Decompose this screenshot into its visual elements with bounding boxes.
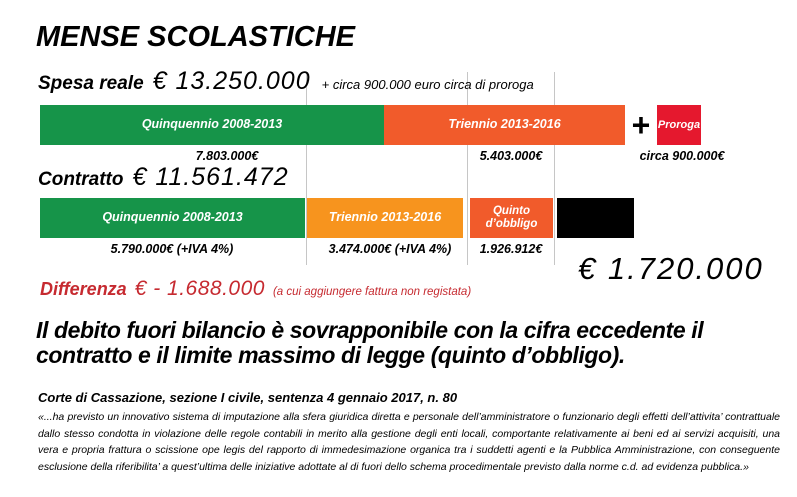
bar2-segment-triennio-label: Triennio 2013-2016 bbox=[328, 210, 442, 225]
spesa-reale-note: + circa 900.000 euro circa di proroga bbox=[321, 77, 534, 92]
differenza-label: Differenza bbox=[40, 279, 127, 299]
redacted-box bbox=[557, 198, 634, 238]
gridline bbox=[306, 72, 307, 265]
proroga-value: circa 900.000€ bbox=[639, 149, 725, 163]
bar-contratto: Quinquennio 2008-2013 Triennio 2013-2016… bbox=[0, 198, 797, 238]
bar2-value-quinquennio: 5.790.000€ (+IVA 4%) bbox=[110, 242, 234, 256]
differenza-amount: € - 1.688.000 bbox=[134, 277, 265, 300]
bar2-segment-quinquennio-label: Quinquennio 2008-2013 bbox=[102, 210, 243, 225]
bar2-value-quinto: 1.926.912€ bbox=[479, 242, 543, 256]
contratto-amount: € 11.561.472 bbox=[132, 163, 289, 191]
statement-text: Il debito fuori bilancio è sovrapponibil… bbox=[36, 317, 704, 369]
bar2-value-triennio: 3.474.000€ (+IVA 4%) bbox=[328, 242, 452, 256]
bar1-segment-triennio: Triennio 2013-2016 bbox=[384, 105, 625, 145]
gridline bbox=[554, 72, 555, 265]
contratto-heading: Contratto € 11.561.472 bbox=[38, 163, 289, 192]
bar1-segment-quinquennio-label: Quinquennio 2008-2013 bbox=[141, 117, 283, 132]
differenza-note: (a cui aggiungere fattura non registata) bbox=[272, 286, 472, 298]
bar2-segment-quinto-label: Quinto d’obbligo bbox=[485, 205, 538, 230]
source-quote: «...ha previsto un innovativo sistema di… bbox=[38, 411, 780, 473]
plus-icon: + bbox=[631, 107, 651, 143]
bar1-value-triennio: 5.403.000€ bbox=[479, 149, 543, 163]
redacted-box-amount: € 1.720.000 bbox=[578, 251, 764, 286]
bar1-segment-quinquennio: Quinquennio 2008-2013 bbox=[40, 105, 384, 145]
spesa-reale-heading: Spesa reale € 13.250.000 + circa 900.000… bbox=[38, 67, 534, 96]
bar2-segment-quinquennio: Quinquennio 2008-2013 bbox=[40, 198, 305, 238]
proroga-label: Proroga bbox=[657, 118, 701, 131]
bar2-segment-quinto: Quinto d’obbligo bbox=[470, 198, 553, 238]
source-heading: Corte di Cassazione, sezione I civile, s… bbox=[38, 390, 458, 405]
contratto-label: Contratto bbox=[38, 169, 124, 190]
differenza-row: Differenza € - 1.688.000 (a cui aggiunge… bbox=[40, 277, 471, 301]
bar1-value-quinquennio: 7.803.000€ bbox=[195, 149, 259, 163]
gridline bbox=[467, 72, 468, 265]
spesa-reale-amount: € 13.250.000 bbox=[152, 67, 311, 95]
page-title: MENSE SCOLASTICHE bbox=[36, 21, 356, 53]
proroga-box: Proroga bbox=[657, 105, 701, 145]
bar-spesa-reale: Quinquennio 2008-2013 Triennio 2013-2016… bbox=[0, 105, 797, 145]
bar2-segment-triennio: Triennio 2013-2016 bbox=[307, 198, 463, 238]
bar1-segment-triennio-label: Triennio 2013-2016 bbox=[448, 117, 561, 132]
spesa-reale-label: Spesa reale bbox=[38, 73, 144, 94]
